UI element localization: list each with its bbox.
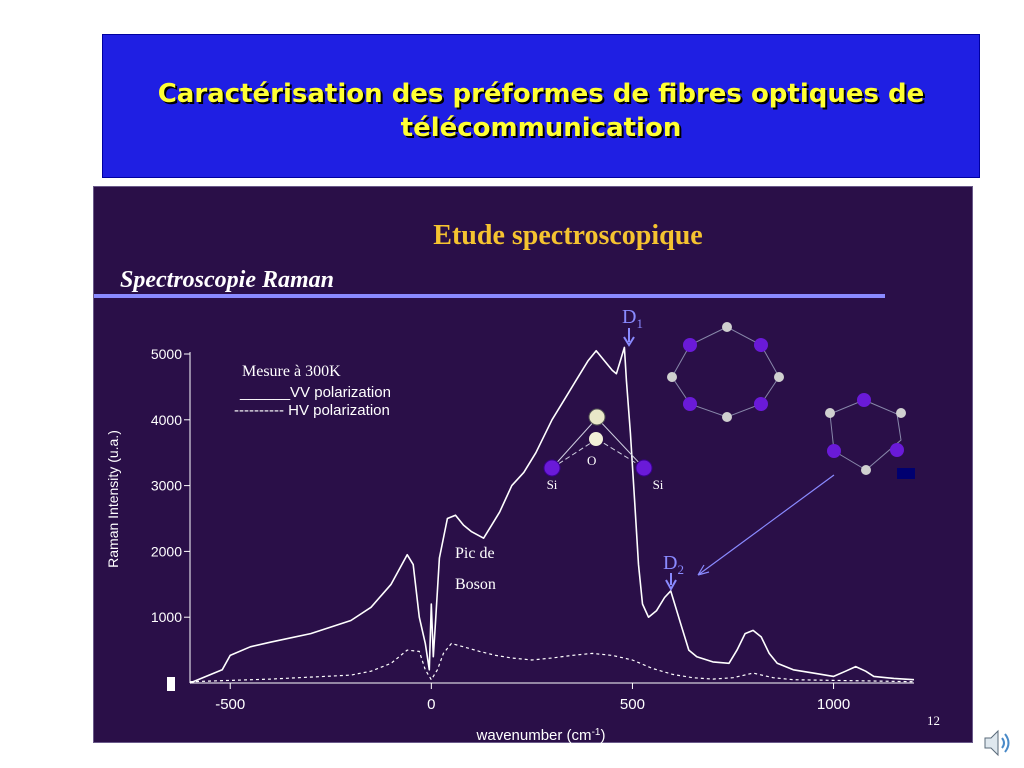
peak-d1-label: D1 bbox=[622, 306, 643, 331]
x-tick-label: -500 bbox=[215, 696, 245, 713]
slide-panel: Etude spectroscopique Spectroscopie Rama… bbox=[93, 186, 973, 745]
peak-d1-arrow bbox=[623, 328, 635, 347]
series-line-hv bbox=[189, 642, 915, 683]
x-tick-label: 1000 bbox=[817, 696, 850, 713]
measure-annotation: Mesure à 300K bbox=[242, 363, 341, 380]
page-number: 12 bbox=[927, 713, 940, 728]
chart-ticks: 1000 2000 3000 4000 5000 -500 0 500 1000 bbox=[151, 346, 850, 713]
slide-title: Caractérisation des préformes de fibres … bbox=[157, 79, 925, 143]
slide-title-box: Caractérisation des préformes de fibres … bbox=[102, 34, 980, 178]
y-tick-label: 1000 bbox=[151, 609, 182, 625]
speaker-icon[interactable] bbox=[982, 726, 1014, 760]
y-axis-label: Raman Intensity (u.a.) bbox=[105, 430, 121, 568]
raman-chart: Etude spectroscopique Spectroscopie Rama… bbox=[94, 220, 940, 745]
y-tick-label: 4000 bbox=[151, 412, 182, 428]
y-tick-label: 2000 bbox=[151, 543, 182, 559]
oxygen-label: O bbox=[587, 453, 596, 468]
x-tick-label: 500 bbox=[620, 696, 645, 713]
series-line-vv bbox=[189, 346, 915, 684]
si-label-right: Si bbox=[653, 477, 664, 492]
legend-hv: ---------- HV polarization bbox=[234, 402, 390, 419]
si-label-left: Si bbox=[547, 477, 558, 492]
slide-subheading: Spectroscopie Raman bbox=[120, 267, 334, 293]
axis-marker bbox=[167, 677, 175, 691]
x-tick-label: 0 bbox=[427, 696, 435, 713]
chart-series bbox=[189, 346, 915, 684]
slide-heading: Etude spectroscopique bbox=[433, 220, 702, 251]
peak-d2-arrow bbox=[665, 573, 677, 592]
si-o-si-molecule: O Si Si bbox=[543, 408, 664, 492]
boson-label-line1: Pic de bbox=[455, 545, 495, 562]
peak-d2-label: D2 bbox=[663, 552, 684, 577]
chart-axes bbox=[189, 352, 914, 684]
boson-label-line2: Boson bbox=[455, 576, 496, 593]
ring-to-d2-arrow bbox=[697, 474, 835, 576]
ring-structure-d1 bbox=[667, 322, 784, 422]
legend-vv: ______VV polarization bbox=[239, 384, 391, 401]
ring-structure-d2 bbox=[825, 393, 915, 479]
y-tick-label: 3000 bbox=[151, 478, 182, 494]
x-axis-label: wavenumber (cm-1) bbox=[476, 727, 606, 745]
y-tick-label: 5000 bbox=[151, 346, 182, 362]
